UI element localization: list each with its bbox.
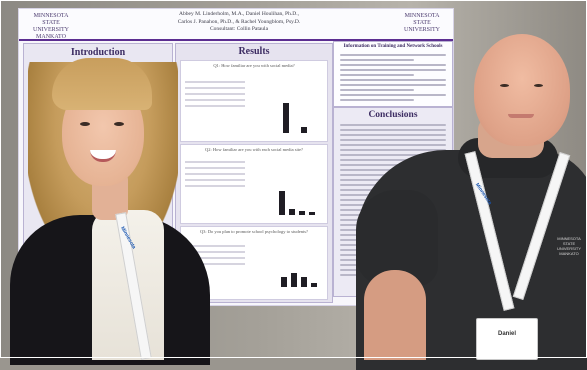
shirt-logo: MINNESOTA STATE UNIVERSITY MANKATO [556, 236, 581, 256]
man-head [474, 34, 570, 146]
bar [309, 212, 315, 215]
bar [301, 127, 307, 133]
conclusions-title: Conclusions [368, 110, 418, 120]
authors-line-3: Consultant: Collin Pataula [209, 26, 269, 32]
bar [289, 209, 295, 215]
authors-line-1: Abbey M. Linderholm, M.A., Daniel Houlih… [179, 11, 299, 17]
poster-header: MINNESOTA STATE UNIVERSITY MANKATO Abbey… [19, 9, 453, 41]
bar [311, 283, 317, 287]
results-bars-2 [275, 159, 319, 215]
info-panel: Information on Training and Network Scho… [333, 41, 453, 107]
info-title: Information on Training and Network Scho… [343, 44, 443, 49]
results-table-2 [185, 161, 245, 191]
eye [114, 122, 124, 126]
info-text [340, 54, 446, 104]
results-table-1 [185, 81, 245, 111]
bar [281, 277, 287, 287]
name-badge: Daniel [476, 318, 538, 360]
university-logo-left: MINNESOTA STATE UNIVERSITY MANKATO [33, 13, 69, 40]
bar [291, 273, 297, 287]
results-title: Results [238, 46, 270, 57]
eye [500, 84, 509, 87]
introduction-title: Introduction [70, 47, 126, 58]
results-question-1-text: Q1: How familiar are you with social med… [213, 63, 295, 68]
results-bars-1 [277, 77, 317, 133]
smile [508, 114, 534, 118]
results-question-2-text: Q2: How familiar are you with each socia… [204, 147, 304, 152]
bar [301, 277, 307, 287]
university-logo-right: MINNESOTA STATE UNIVERSITY [404, 13, 440, 33]
man-arm [364, 270, 426, 360]
results-question-1: Q1: How familiar are you with social med… [180, 60, 328, 142]
badge-name: Daniel [497, 331, 516, 337]
smile [90, 150, 116, 162]
woman-hair-top [52, 58, 152, 110]
results-table-3 [185, 245, 245, 269]
eye [534, 84, 543, 87]
poster-authors: Abbey M. Linderholm, M.A., Daniel Houlih… [139, 11, 339, 34]
results-bars-3 [275, 243, 319, 287]
bar [299, 211, 305, 215]
eye [80, 122, 90, 126]
results-question-2: Q2: How familiar are you with each socia… [180, 144, 328, 224]
results-question-3: Q3: Do you plan to promote school psycho… [180, 226, 328, 300]
bar [283, 103, 289, 133]
results-question-3-text: Q3: Do you plan to promote school psycho… [199, 229, 309, 234]
bar [279, 191, 285, 215]
authors-line-2: Carlos J. Panahon, Ph.D., & Rachel Young… [177, 18, 301, 25]
